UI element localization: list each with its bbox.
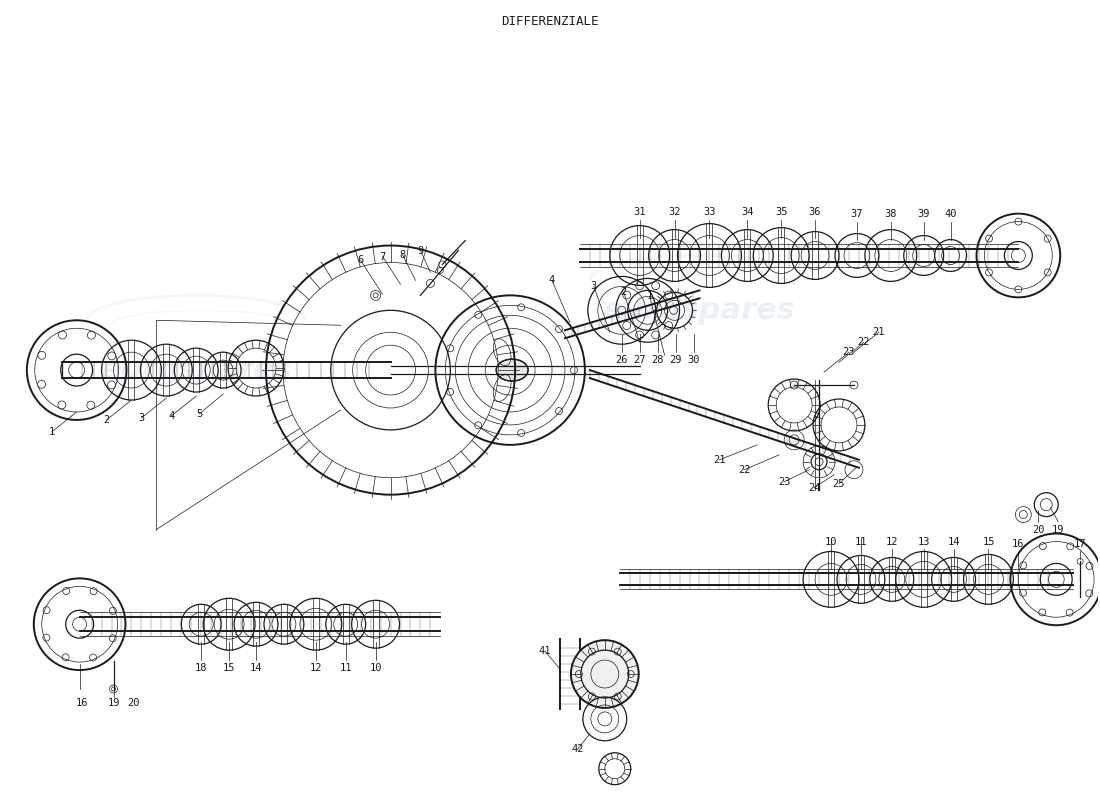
- Text: 26: 26: [616, 355, 628, 365]
- Text: 15: 15: [223, 663, 235, 673]
- Text: 40: 40: [945, 209, 957, 218]
- Text: 6: 6: [358, 255, 364, 266]
- Text: 1: 1: [647, 291, 652, 302]
- Text: 23: 23: [778, 477, 791, 486]
- Text: 22: 22: [738, 465, 750, 474]
- Text: 3: 3: [139, 413, 144, 423]
- Text: 10: 10: [825, 537, 837, 546]
- Text: 18: 18: [195, 663, 208, 673]
- Text: 30: 30: [688, 355, 700, 365]
- Text: 12: 12: [309, 663, 322, 673]
- Text: 2: 2: [620, 287, 627, 298]
- Text: 5: 5: [196, 409, 202, 419]
- Text: 21: 21: [713, 454, 726, 465]
- Text: 38: 38: [884, 209, 898, 218]
- Text: eurospares: eurospares: [603, 296, 796, 325]
- Text: 29: 29: [669, 355, 682, 365]
- Text: 20: 20: [128, 698, 140, 708]
- Text: 19: 19: [1052, 525, 1065, 534]
- Text: 34: 34: [741, 206, 754, 217]
- Text: 1: 1: [48, 427, 55, 437]
- Text: 15: 15: [982, 537, 994, 546]
- Text: DIFFERENZIALE: DIFFERENZIALE: [502, 15, 598, 28]
- Text: 19: 19: [108, 698, 120, 708]
- Text: 42: 42: [572, 744, 584, 754]
- Text: 3: 3: [591, 282, 597, 291]
- Text: 7: 7: [379, 251, 386, 262]
- Text: 14: 14: [250, 663, 262, 673]
- Text: 17: 17: [1074, 539, 1087, 550]
- Text: eurospares: eurospares: [100, 356, 293, 385]
- Text: 11: 11: [340, 663, 352, 673]
- Text: 36: 36: [808, 206, 822, 217]
- Text: 35: 35: [774, 206, 788, 217]
- Text: 32: 32: [669, 206, 681, 217]
- Text: 13: 13: [917, 537, 930, 546]
- Text: 2: 2: [103, 415, 110, 425]
- Text: 31: 31: [634, 206, 646, 217]
- Text: 22: 22: [858, 338, 870, 347]
- Text: 4: 4: [549, 275, 556, 286]
- Text: 12: 12: [886, 537, 898, 546]
- Text: 10: 10: [370, 663, 382, 673]
- Text: 39: 39: [917, 209, 930, 218]
- Text: 14: 14: [947, 537, 960, 546]
- Text: 16: 16: [76, 698, 88, 708]
- Text: 16: 16: [1012, 539, 1024, 550]
- Text: 25: 25: [833, 478, 845, 489]
- Text: 24: 24: [807, 482, 821, 493]
- Text: 9: 9: [417, 246, 424, 255]
- Text: 20: 20: [1032, 525, 1045, 534]
- Text: 27: 27: [634, 355, 646, 365]
- Text: 8: 8: [399, 250, 406, 259]
- Text: 11: 11: [855, 537, 867, 546]
- Text: 21: 21: [872, 327, 886, 338]
- Circle shape: [571, 640, 639, 708]
- Text: 33: 33: [703, 206, 716, 217]
- Text: 41: 41: [539, 646, 551, 656]
- Text: 4: 4: [168, 411, 175, 421]
- Ellipse shape: [496, 359, 528, 381]
- Text: 37: 37: [850, 209, 864, 218]
- Text: 23: 23: [843, 347, 855, 357]
- Text: 28: 28: [651, 355, 664, 365]
